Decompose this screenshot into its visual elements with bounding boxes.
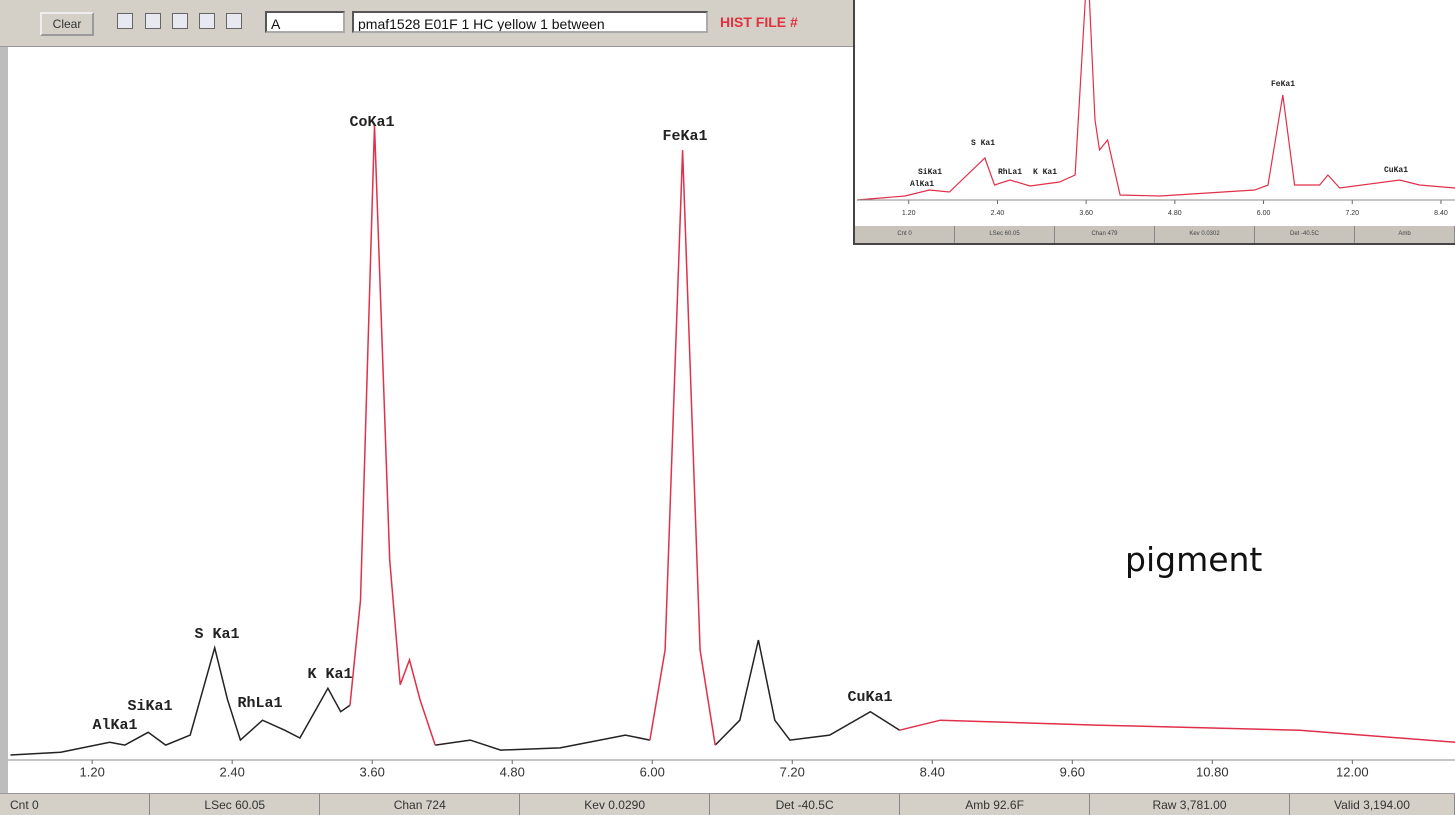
dropdown[interactable]: A — [265, 11, 345, 33]
status-cell: LSec 60.05 — [955, 226, 1055, 243]
status-cell: Det -40.5C — [1255, 226, 1355, 243]
x-tick-label: 8.40 — [1434, 210, 1448, 217]
status-cell: Chan 724 — [320, 794, 521, 815]
status-bar: Cnt 0 LSec 60.05 Chan 724 Kev 0.0290 Det -40… — [0, 793, 1455, 815]
tool-icon[interactable] — [226, 13, 242, 29]
status-cell: Det -40.5C — [710, 794, 901, 815]
status-label: HIST FILE # — [720, 14, 798, 30]
spectrum-line — [10, 639, 901, 756]
file-field[interactable]: pmaf1528 E01F 1 HC yellow 1 between — [352, 11, 708, 33]
peak-label: CoKa1 — [349, 114, 394, 131]
x-tick-label: 4.80 — [1168, 210, 1182, 217]
inset-window: Cnt 0 LSec 60.05 Chan 479 Kev 0.0302 Det -40… — [853, 0, 1455, 245]
status-cell: Valid 3,194.00 — [1290, 794, 1455, 815]
status-cell: Cnt 0 — [855, 226, 955, 243]
tool-icon[interactable] — [145, 13, 161, 29]
x-tick-label: 6.00 — [640, 764, 665, 779]
peak-label: SiKa1 — [127, 698, 172, 715]
status-cell: Amb 92.6F — [900, 794, 1091, 815]
peak-label: AlKa1 — [92, 717, 137, 734]
x-tick-label: 1.20 — [80, 764, 105, 779]
peak-label: CuKa1 — [1384, 166, 1408, 175]
status-cell: Amb — [1355, 226, 1455, 243]
caption: pigment — [1125, 540, 1263, 579]
x-tick-label: 10.80 — [1196, 764, 1229, 779]
status-cell: LSec 60.05 — [150, 794, 321, 815]
peak-label: K Ka1 — [307, 666, 352, 683]
tool-icon[interactable] — [172, 13, 188, 29]
window-edge — [0, 0, 8, 815]
peak-label: FeKa1 — [662, 128, 707, 145]
x-tick-label: 4.80 — [500, 764, 525, 779]
spectrum-line — [857, 0, 1455, 201]
peak-label: S Ka1 — [971, 139, 995, 148]
x-tick-label: 2.40 — [991, 210, 1005, 217]
peak-label: S Ka1 — [194, 626, 239, 643]
spectrum-line — [349, 125, 1455, 746]
status-cell: Kev 0.0302 — [1155, 226, 1255, 243]
x-tick-label: 9.60 — [1060, 764, 1085, 779]
peak-label: CuKa1 — [847, 689, 892, 706]
clear-button[interactable]: Clear — [40, 12, 94, 36]
x-tick-label: 2.40 — [220, 764, 245, 779]
status-cell: Kev 0.0290 — [520, 794, 711, 815]
x-tick-label: 3.60 — [360, 764, 385, 779]
toolbar: Clear A pmaf1528 E01F 1 HC yellow 1 betw… — [0, 0, 855, 47]
inset-chart: 1.20 2.40 3.60 4.80 6.00 7.20 8.40 AlKa1 SiKa1 S … — [857, 0, 1455, 217]
peak-label: SiKa1 — [918, 168, 942, 177]
x-tick-label: 6.00 — [1257, 210, 1271, 217]
peak-label: K Ka1 — [1033, 168, 1057, 177]
tool-icon[interactable] — [117, 13, 133, 29]
status-cell: Raw 3,781.00 — [1090, 794, 1290, 815]
peak-label: AlKa1 — [910, 180, 934, 189]
x-tick-label: 7.20 — [780, 764, 805, 779]
x-tick-label: 8.40 — [920, 764, 945, 779]
x-tick-label: 7.20 — [1345, 210, 1359, 217]
status-cell: Chan 479 — [1055, 226, 1155, 243]
peak-label: RhLa1 — [237, 695, 282, 712]
x-tick-label: 12.00 — [1336, 764, 1369, 779]
status-cell: Cnt 0 — [0, 794, 151, 815]
peak-label: FeKa1 — [1271, 80, 1295, 89]
x-tick-label: 3.60 — [1079, 210, 1093, 217]
inset-status-bar: Cnt 0 LSec 60.05 Chan 479 Kev 0.0302 Det -40… — [855, 226, 1455, 243]
x-tick-label: 1.20 — [902, 210, 916, 217]
tool-icon[interactable] — [199, 13, 215, 29]
peak-label: RhLa1 — [998, 168, 1022, 177]
